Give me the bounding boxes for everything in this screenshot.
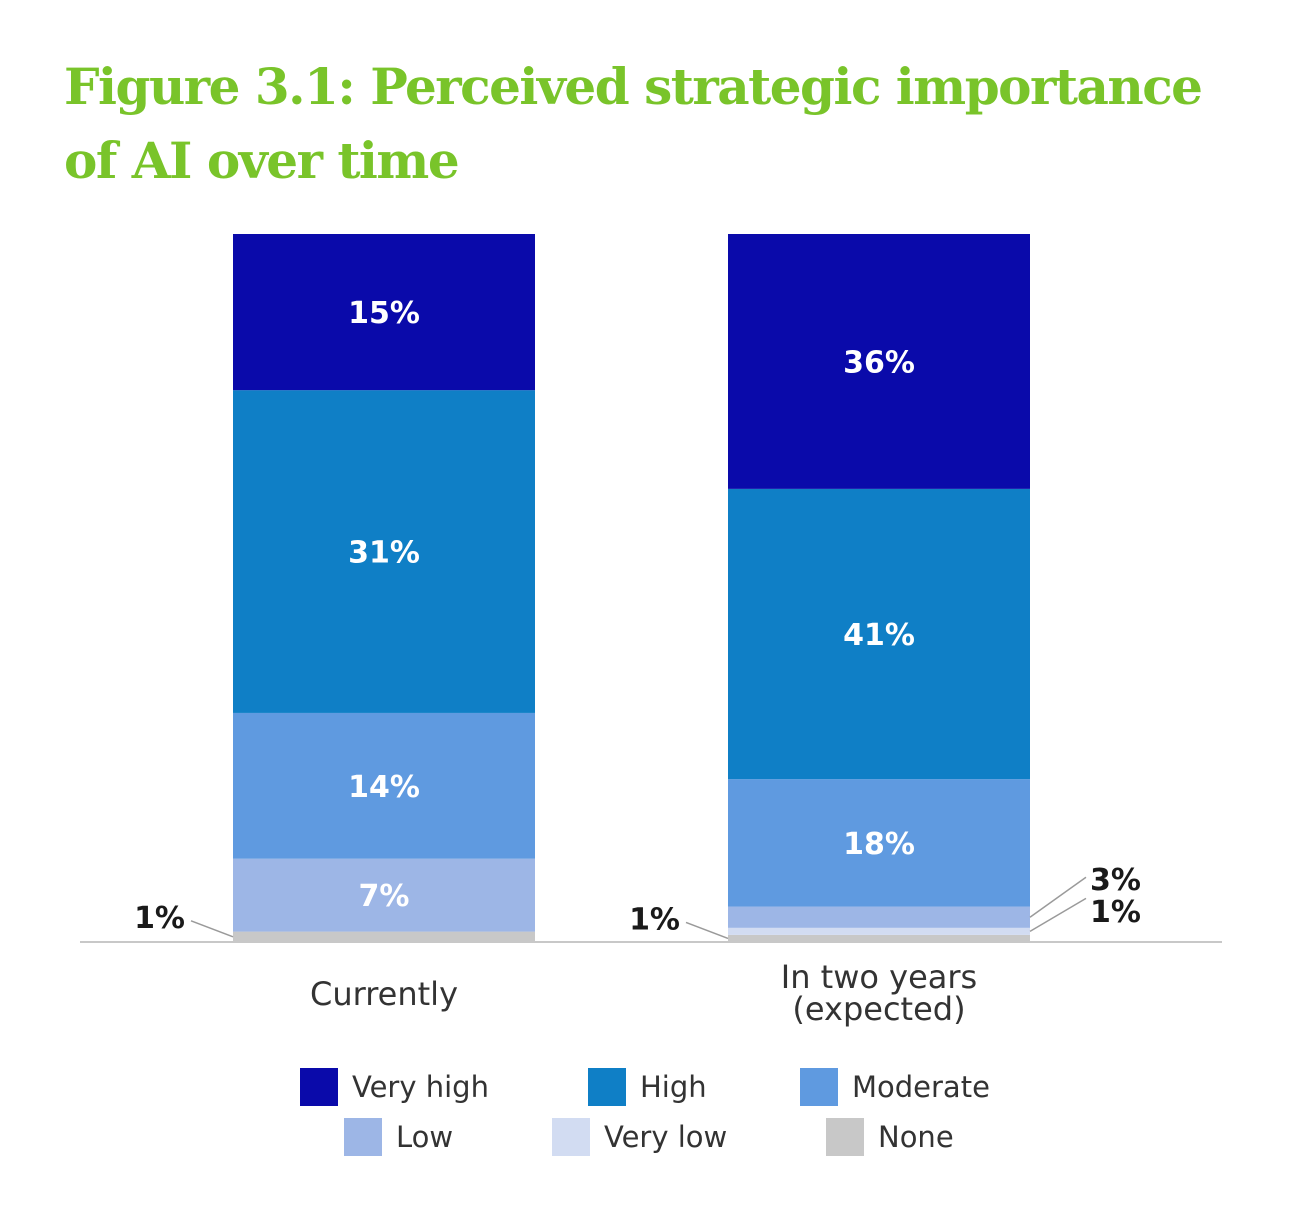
bar-segment-in-two-years-expected-very-low — [728, 927, 1030, 935]
leader-line-currently-none — [190, 920, 234, 938]
bar-segment-in-two-years-expected-high — [728, 488, 1030, 780]
legend-label-very-low: Very low — [604, 1120, 728, 1154]
data-label-currently-none: 1% — [134, 901, 185, 936]
bar-segment-currently-none — [233, 931, 535, 942]
bar-segment-currently-high — [233, 390, 535, 713]
category-label-in-two-years-expected-line-1: In two years — [781, 958, 977, 996]
data-label-in-two-years-expected-very-low: 1% — [1090, 895, 1141, 930]
data-label-in-two-years-expected-very-high: 36% — [843, 345, 915, 380]
data-label-in-two-years-expected-moderate: 18% — [843, 827, 915, 862]
legend-swatch-very-low — [552, 1118, 590, 1156]
legend-row: Low Very low None — [300, 1112, 1060, 1162]
legend-item-very-low: Very low — [552, 1118, 727, 1156]
leader-line-in-two-years-expected-low — [1029, 876, 1087, 918]
bar-segment-in-two-years-expected-none — [728, 934, 1030, 942]
legend-swatch-moderate — [800, 1068, 838, 1106]
bar-segment-in-two-years-expected-moderate — [728, 779, 1030, 907]
legend-item-very-high: Very high — [300, 1068, 489, 1106]
legend-swatch-none — [826, 1118, 864, 1156]
data-label-currently-very-high: 15% — [348, 296, 420, 331]
legend-label-low: Low — [396, 1120, 454, 1154]
legend-swatch-high — [588, 1068, 626, 1106]
legend-swatch-low — [344, 1118, 382, 1156]
leader-line-in-two-years-expected-none — [685, 921, 729, 940]
legend-label-very-high: Very high — [352, 1070, 489, 1104]
legend-label-moderate: Moderate — [852, 1070, 990, 1104]
legend-row: Very high High Moderate — [300, 1062, 1060, 1112]
data-label-in-two-years-expected-high: 41% — [843, 618, 915, 653]
category-label-currently: Currently — [310, 975, 458, 1013]
data-label-currently-high: 31% — [348, 536, 420, 571]
legend-item-none: None — [826, 1118, 954, 1156]
legend-item-moderate: Moderate — [800, 1068, 990, 1106]
data-label-in-two-years-expected-low: 3% — [1090, 863, 1141, 898]
bar-segment-currently-very-high — [233, 234, 535, 391]
legend: Very high High Moderate Low Very low None — [300, 1062, 1060, 1162]
legend-label-none: None — [878, 1120, 954, 1154]
legend-item-low: Low — [344, 1118, 453, 1156]
bar-segment-currently-low — [233, 858, 535, 932]
bar-segment-in-two-years-expected-low — [728, 906, 1030, 928]
legend-item-high: High — [588, 1068, 707, 1106]
legend-swatch-very-high — [300, 1068, 338, 1106]
bar-segment-currently-moderate — [233, 712, 535, 859]
category-label-in-two-years-expected-line-2: (expected) — [792, 990, 965, 1028]
bar-segment-in-two-years-expected-very-high — [728, 234, 1030, 489]
leader-line-in-two-years-expected-very-low — [1029, 897, 1087, 933]
chart-title: Figure 3.1: Perceived strategic importan… — [64, 57, 1203, 190]
data-label-currently-low: 7% — [359, 879, 410, 914]
legend-label-high: High — [640, 1070, 707, 1104]
data-label-currently-moderate: 14% — [348, 770, 420, 805]
data-label-in-two-years-expected-none: 1% — [629, 902, 680, 937]
